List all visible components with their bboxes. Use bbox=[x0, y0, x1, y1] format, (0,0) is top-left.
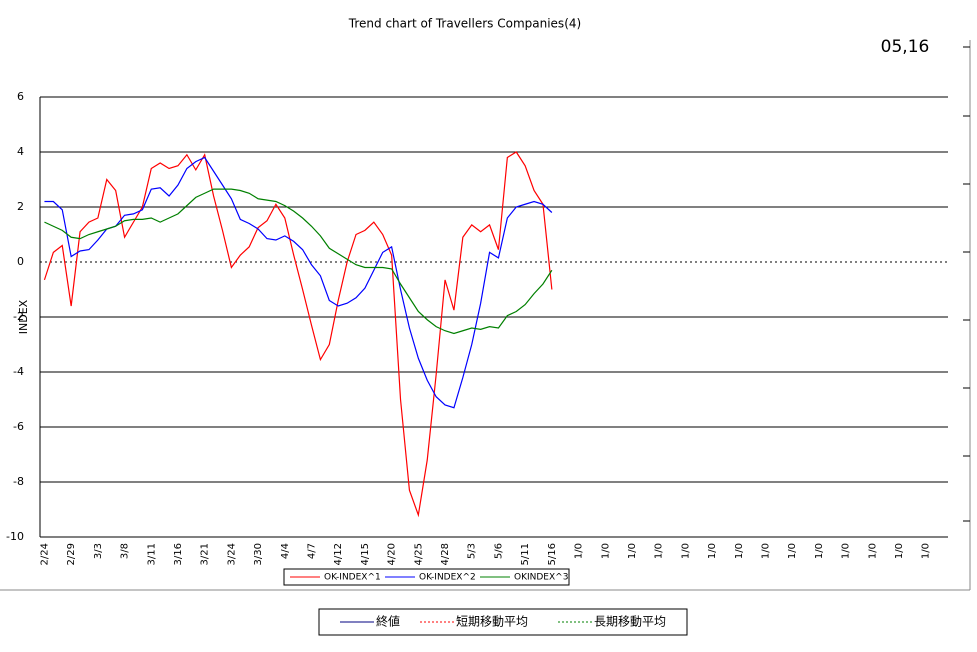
legend-box bbox=[283, 568, 570, 586]
x-tick-label: 1/0 bbox=[734, 543, 745, 559]
x-tick-label: 2/29 bbox=[66, 543, 77, 565]
legend-label: OK-INDEX^2 bbox=[419, 573, 476, 583]
x-tick-label: 1/0 bbox=[627, 543, 638, 559]
x-tick-label: 3/24 bbox=[226, 543, 237, 565]
x-tick-label: 1/0 bbox=[680, 543, 691, 559]
x-tick-label: 5/3 bbox=[467, 543, 478, 559]
x-tick-label: 3/16 bbox=[173, 543, 184, 565]
x-tick-label: 3/11 bbox=[146, 543, 157, 565]
x-tick-label: 5/6 bbox=[493, 543, 504, 559]
x-tick-label: 4/15 bbox=[360, 543, 371, 565]
series-line bbox=[43, 151, 553, 518]
x-tick-label: 1/0 bbox=[867, 543, 878, 559]
x-tick-label: 1/0 bbox=[894, 543, 905, 559]
series-line bbox=[44, 188, 553, 335]
y-tick-label: -10 bbox=[6, 530, 24, 543]
x-tick-label: 1/0 bbox=[761, 543, 772, 559]
x-tick-label: 4/7 bbox=[307, 543, 318, 559]
date-label: 05,16 bbox=[881, 37, 930, 57]
x-tick-label: 2/24 bbox=[39, 543, 50, 565]
x-tick-label: 4/4 bbox=[280, 543, 291, 559]
legend-label: OK-INDEX^1 bbox=[324, 573, 381, 583]
y-tick-label: 2 bbox=[17, 200, 24, 213]
y-tick-label: 6 bbox=[17, 90, 24, 103]
x-tick-label: 1/0 bbox=[600, 543, 611, 559]
y-tick-label: -2 bbox=[13, 310, 24, 323]
x-tick-label: 1/0 bbox=[654, 543, 665, 559]
right-axis-ticks bbox=[963, 46, 970, 522]
x-tick-label: 3/8 bbox=[120, 543, 131, 559]
x-tick-label: 5/11 bbox=[520, 543, 531, 565]
series-line bbox=[44, 156, 553, 409]
x-tick-label: 4/12 bbox=[333, 543, 344, 565]
bottom-legend-label: 短期移動平均 bbox=[456, 615, 528, 629]
x-tick-label: 1/0 bbox=[814, 543, 825, 559]
y-tick-label: 0 bbox=[17, 255, 24, 268]
chart-title: Trend chart of Travellers Companies(4) bbox=[348, 17, 581, 31]
x-tick-label: 4/25 bbox=[413, 543, 424, 565]
x-tick-label: 5/16 bbox=[547, 543, 558, 565]
bottom-legend-label: 終値 bbox=[376, 614, 400, 629]
x-tick-label: 4/28 bbox=[440, 543, 451, 565]
x-tick-label: 4/20 bbox=[387, 543, 398, 565]
y-tick-label: 4 bbox=[17, 145, 24, 158]
x-tick-label: 1/0 bbox=[574, 543, 585, 559]
x-tick-label: 1/0 bbox=[841, 543, 852, 559]
y-tick-label: -6 bbox=[13, 420, 24, 433]
legend-label: OKINDEX^3 bbox=[514, 573, 568, 583]
x-tick-label: 1/0 bbox=[921, 543, 932, 559]
y-axis-label: INDEX bbox=[17, 299, 30, 334]
x-tick-label: 3/3 bbox=[93, 543, 104, 559]
bottom-legend-box bbox=[318, 608, 688, 636]
y-tick-label: -8 bbox=[13, 475, 24, 488]
x-tick-label: 1/0 bbox=[707, 543, 718, 559]
x-tick-label: 3/21 bbox=[200, 543, 211, 565]
x-tick-label: 3/30 bbox=[253, 543, 264, 565]
y-tick-label: -4 bbox=[13, 365, 24, 378]
bottom-legend-label: 長期移動平均 bbox=[594, 615, 666, 629]
x-tick-label: 1/0 bbox=[787, 543, 798, 559]
